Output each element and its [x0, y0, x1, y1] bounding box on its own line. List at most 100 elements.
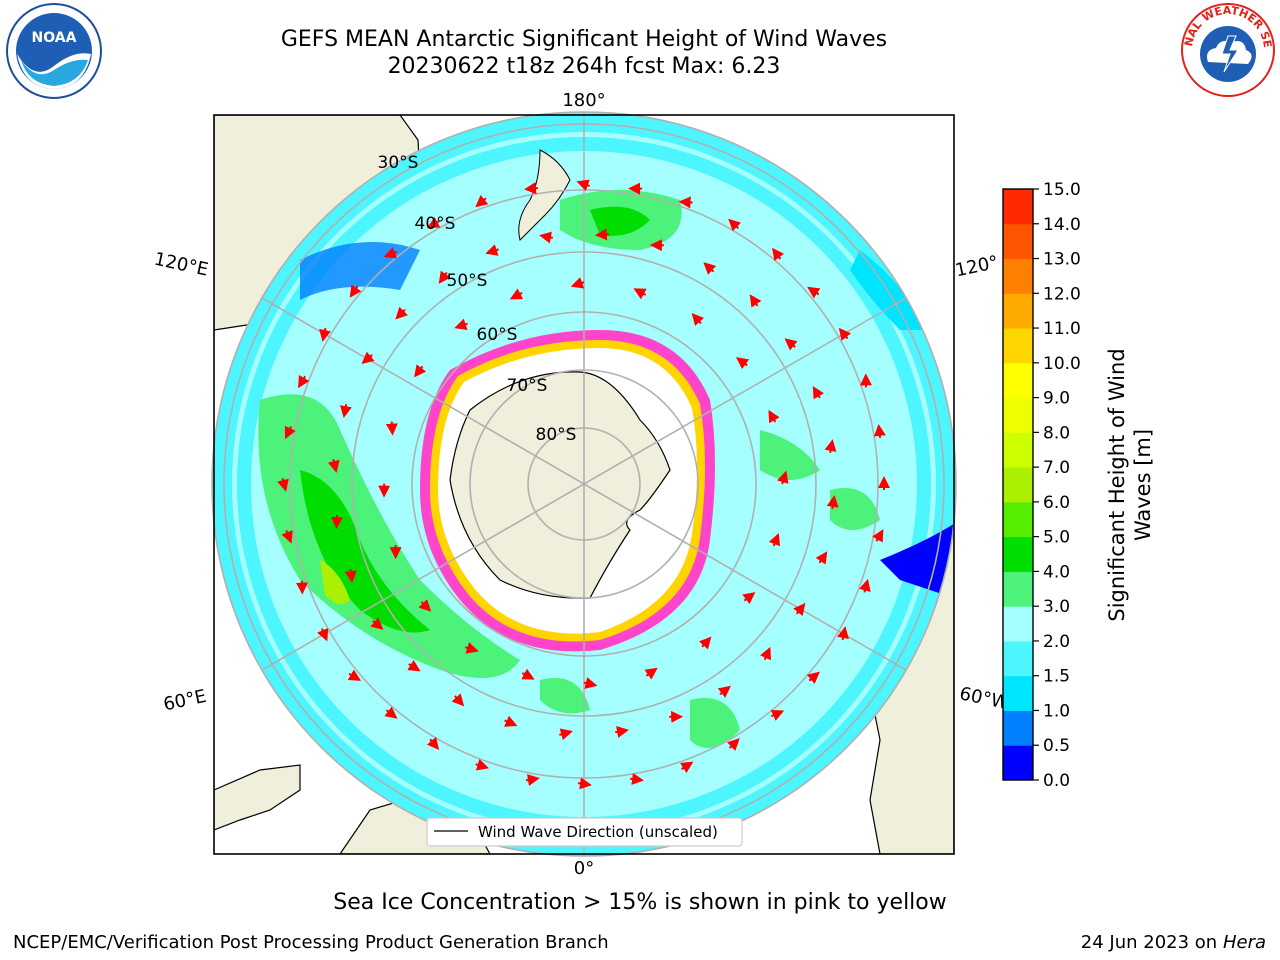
- colorbar-tick-label: 3.0: [1043, 597, 1070, 617]
- colorbar-tick-label: 1.0: [1043, 701, 1070, 721]
- colorbar-bin: [1003, 467, 1033, 503]
- wind-wave-arrow: [770, 709, 785, 721]
- wind-wave-arrow: [678, 196, 693, 209]
- madagascar-landmass: [214, 764, 301, 831]
- map-title: GEFS MEAN Antarctic Significant Height o…: [280, 27, 888, 52]
- wind-wave-arrow: [872, 529, 884, 543]
- wind-wave-arrow: [319, 327, 331, 342]
- wind-wave-arrow: [749, 294, 762, 308]
- footer-date: 24 Jun 2023 on Hera: [1080, 932, 1266, 953]
- wind-wave-arrow: [735, 357, 750, 370]
- wind-wave-arrow: [812, 385, 824, 400]
- wind-wave-arrow: [837, 626, 849, 641]
- wind-wave-arrow: [407, 659, 421, 672]
- wind-wave-arrow: [277, 477, 289, 492]
- colorbar-bin: [1003, 293, 1033, 329]
- lat-label-80s: 80°S: [536, 425, 577, 445]
- wind-wave-arrow: [777, 470, 789, 485]
- sea-ice-caption: Sea Ice Concentration > 15% is shown in …: [333, 890, 947, 915]
- wind-wave-arrow: [539, 231, 554, 244]
- lat-label-40s: 40°S: [415, 214, 456, 234]
- colorbar-label-line1: Significant Height of Wind: [1105, 348, 1129, 621]
- map-frame: [213, 114, 955, 855]
- wind-wave-arrow: [838, 327, 851, 341]
- nws-logo-icon: NATIONAL WEATHER SERVICE: [1178, 0, 1275, 97]
- wind-wave-arrow: [768, 532, 781, 547]
- wind-wave-arrow: [427, 217, 441, 229]
- colorbar-tick-label: 14.0: [1043, 215, 1081, 235]
- footer-branch: NCEP/EMC/Verification Post Processing Pr…: [13, 932, 609, 953]
- wind-wave-arrow: [438, 270, 451, 284]
- wind-wave-arrow: [349, 284, 362, 298]
- wind-wave-arrow: [383, 247, 398, 259]
- wind-wave-arrow: [807, 286, 821, 299]
- wind-wave-arrow: [385, 421, 398, 436]
- wind-wave-arrow: [284, 425, 296, 440]
- colorbar-bin: [1003, 675, 1033, 711]
- wind-wave-arrow: [330, 515, 343, 530]
- colorbar-tick-label: 0.0: [1043, 771, 1070, 791]
- wind-wave-arrow: [633, 288, 647, 300]
- colorbar-bin: [1003, 571, 1033, 607]
- colorbar-tick-label: 6.0: [1043, 493, 1070, 513]
- legend-label: Wind Wave Direction (unscaled): [478, 823, 718, 841]
- wind-wave-arrow: [327, 459, 340, 473]
- colorbar-bin: [1003, 710, 1033, 746]
- wind-wave-arrow: [347, 669, 362, 681]
- wind-wave-arrow: [859, 578, 871, 593]
- wind-wave-arrow: [509, 288, 524, 300]
- wind-wave-arrow: [465, 642, 479, 654]
- wind-wave-arrow: [485, 244, 499, 256]
- colorbar-tick-label: 2.0: [1043, 632, 1070, 652]
- colorbar-bin: [1003, 432, 1033, 468]
- colorbar-tick-label: 4.0: [1043, 562, 1070, 582]
- wind-wave-arrow: [583, 677, 598, 689]
- wind-wave-arrow: [414, 364, 427, 378]
- lat-label-30s: 30°S: [378, 153, 419, 173]
- lat-label-60s: 60°S: [477, 325, 518, 345]
- wind-wave-arrow: [559, 728, 573, 741]
- wind-wave-arrow: [873, 423, 886, 438]
- wind-wave-arrow: [760, 646, 772, 661]
- wind-wave-arrow: [504, 715, 518, 727]
- wind-wave-arrow: [772, 247, 785, 261]
- colorbar-tick-label: 13.0: [1043, 250, 1081, 270]
- colorbar-tick-label: 10.0: [1043, 354, 1081, 374]
- wind-wave-arrow: [523, 182, 538, 195]
- wind-wave-arrow: [793, 602, 806, 617]
- wind-wave-arrow: [451, 693, 465, 707]
- wind-wave-arrow: [418, 599, 432, 612]
- wind-wave-arrow: [475, 194, 489, 208]
- wind-wave-arrow: [824, 439, 837, 454]
- wind-wave-arrow: [384, 706, 398, 719]
- wind-wave-arrow: [726, 738, 740, 751]
- legend-box: [426, 817, 743, 847]
- colorbar-bin: [1003, 640, 1033, 677]
- lon-label-120e: 120°E: [152, 249, 210, 281]
- wind-wave-arrow: [594, 228, 609, 241]
- colorbar-tick-label: 7.0: [1043, 458, 1070, 478]
- svg-text:NOAA: NOAA: [32, 30, 77, 46]
- lon-label-0: 0°: [574, 858, 594, 879]
- colorbar-tick-label: 8.0: [1043, 423, 1070, 443]
- wind-wave-arrow: [576, 179, 591, 191]
- colorbar-label-line2: Waves [m]: [1131, 429, 1155, 541]
- wind-wave-arrow: [317, 627, 329, 642]
- wind-wave-arrow: [815, 551, 828, 565]
- wind-wave-arrow: [644, 667, 658, 680]
- wind-wave-arrow: [806, 671, 820, 685]
- wind-wave-arrow: [370, 617, 384, 630]
- wind-wave-arrow: [577, 777, 592, 790]
- colorbar-tick-label: 5.0: [1043, 528, 1070, 548]
- wind-wave-arrow: [344, 569, 357, 584]
- lat-label-50s: 50°S: [447, 271, 488, 291]
- colorbar: [1003, 189, 1033, 781]
- wind-wave-arrow: [525, 774, 540, 787]
- wind-wave-arrow: [340, 404, 352, 418]
- wind-wave-arrow: [454, 318, 468, 331]
- wind-wave-arrow: [784, 338, 798, 351]
- wind-wave-arrow: [426, 736, 440, 750]
- colorbar-tick-label: 0.5: [1043, 736, 1070, 756]
- lon-label-180: 180°: [562, 90, 605, 111]
